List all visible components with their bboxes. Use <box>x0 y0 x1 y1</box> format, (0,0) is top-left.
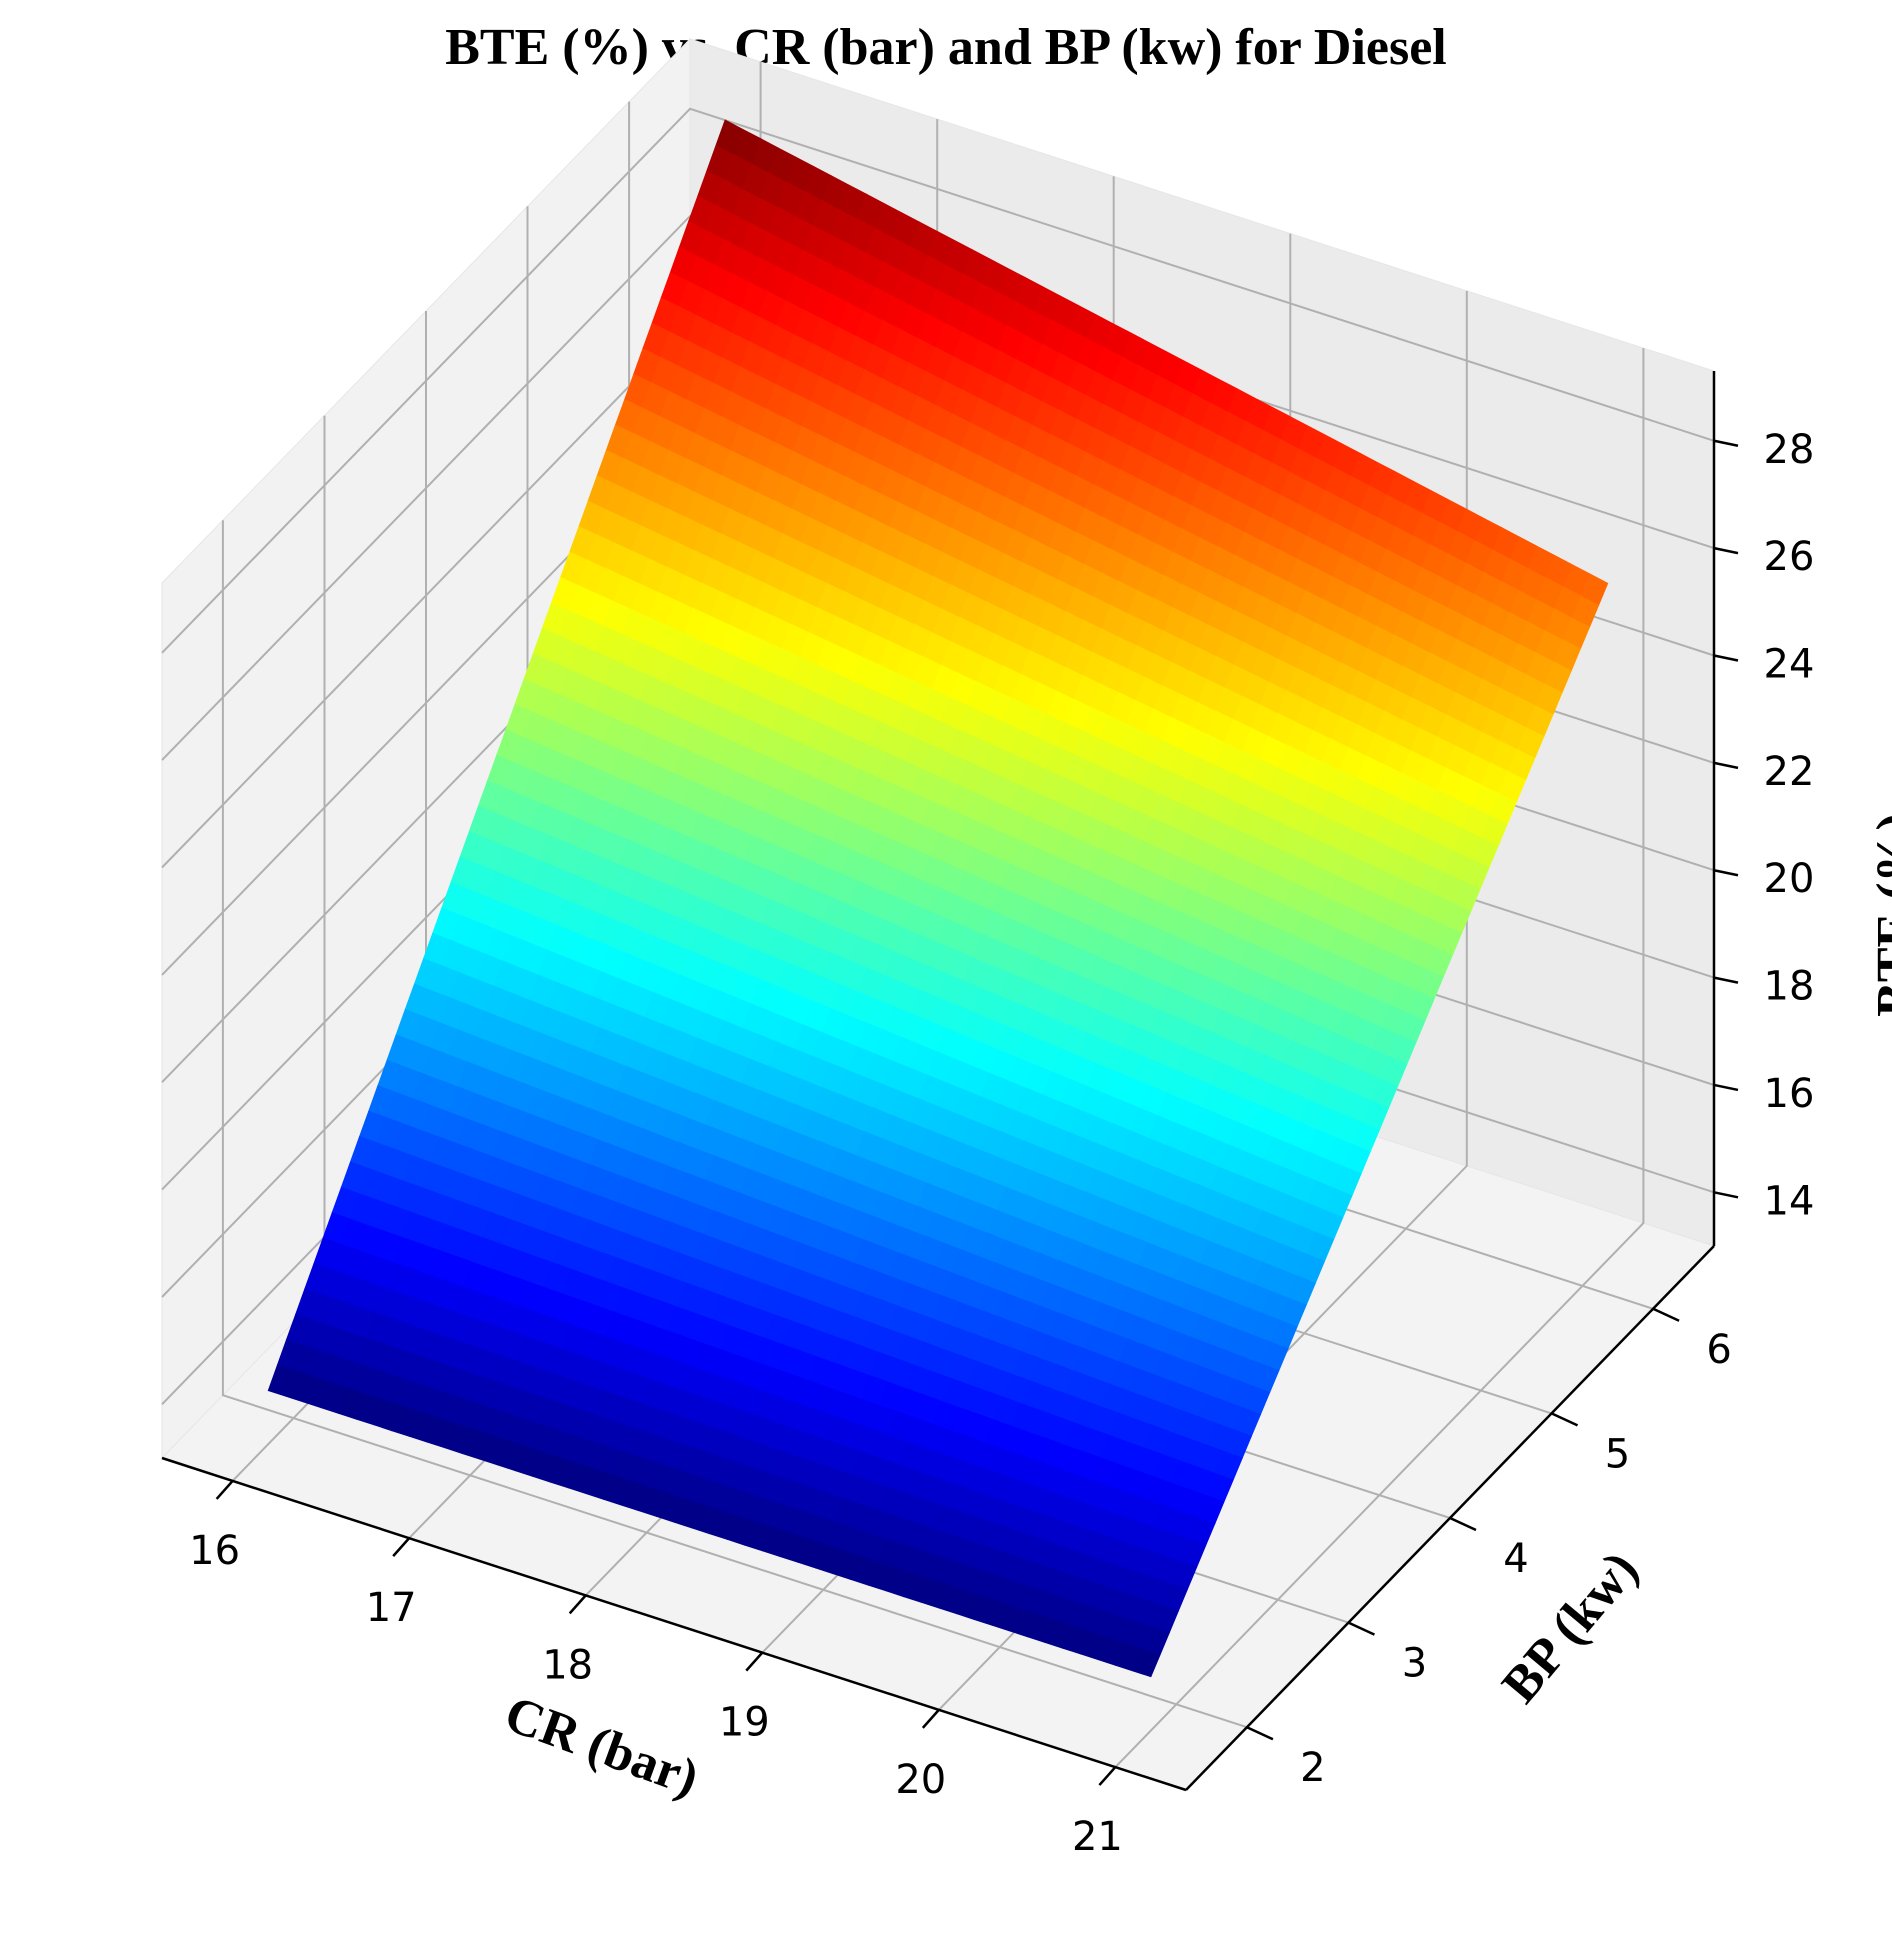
z-tick-mark <box>1713 976 1739 984</box>
x-tick-mark <box>392 1537 411 1557</box>
chart-title: BTE (%) vs. CR (bar) and BP (kw) for Die… <box>445 19 1447 76</box>
grid-line-bte <box>161 214 1715 761</box>
y-tick-label: 5 <box>1605 1431 1630 1477</box>
x-tick-label: 18 <box>542 1642 593 1688</box>
x-tick-mark <box>921 1709 940 1729</box>
z-tick-label: 20 <box>1764 856 1815 902</box>
z-tick-label: 16 <box>1764 1071 1815 1117</box>
z-tick-label: 28 <box>1764 427 1815 473</box>
z-tick-mark <box>1713 654 1739 662</box>
x-tick-mark <box>215 1480 234 1500</box>
axis-lines <box>161 371 1739 1792</box>
x-tick-mark <box>745 1651 764 1672</box>
y-tick-label: 4 <box>1503 1536 1528 1582</box>
grid-line-bp <box>221 520 1248 1729</box>
z-tick-mark <box>1713 761 1739 770</box>
x-tick-label: 20 <box>895 1757 946 1803</box>
surface-facet <box>1132 1648 1161 1678</box>
z-tick-mark <box>1713 1191 1739 1199</box>
z-tick-mark <box>1713 546 1739 555</box>
y-tick-label: 6 <box>1706 1327 1731 1373</box>
z-axis-title: BTE (%) <box>1867 813 1892 1017</box>
grid-line-cr <box>1114 348 1645 1768</box>
z-tick-label: 22 <box>1764 749 1815 795</box>
y-tick-mark <box>1246 1726 1274 1741</box>
x-tick-label: 16 <box>189 1528 240 1574</box>
x-tick-label: 19 <box>719 1700 770 1746</box>
x-tick-label: 17 <box>366 1585 417 1631</box>
x-axis-title: CR (bar) <box>498 1685 706 1807</box>
x-tick-mark <box>568 1594 587 1615</box>
z-tick-mark <box>1713 869 1739 877</box>
x-axis-line <box>161 1456 1187 1792</box>
y-tick-mark <box>1551 1412 1579 1427</box>
grid-line-bte <box>161 107 1715 654</box>
y-tick-mark <box>1449 1516 1477 1532</box>
y-tick-label: 3 <box>1402 1641 1427 1687</box>
x-tick-label: 21 <box>1072 1814 1123 1860</box>
z-tick-mark <box>1713 439 1739 448</box>
y-tick-mark <box>1347 1621 1375 1636</box>
tick-labels: 16 17 18 19 20 21 2 3 4 5 6 14 16 18 20 22 24 26 28 <box>189 427 1814 1860</box>
z-tick-label: 26 <box>1764 534 1815 580</box>
z-tick-label: 18 <box>1764 964 1815 1010</box>
z-tick-mark <box>1713 1083 1739 1092</box>
y-tick-label: 2 <box>1300 1745 1325 1791</box>
z-tick-label: 14 <box>1764 1178 1815 1224</box>
y-tick-mark <box>1652 1307 1680 1322</box>
x-tick-mark <box>1098 1766 1117 1786</box>
z-tick-label: 24 <box>1764 642 1815 688</box>
surface-mesh <box>267 119 1609 1678</box>
